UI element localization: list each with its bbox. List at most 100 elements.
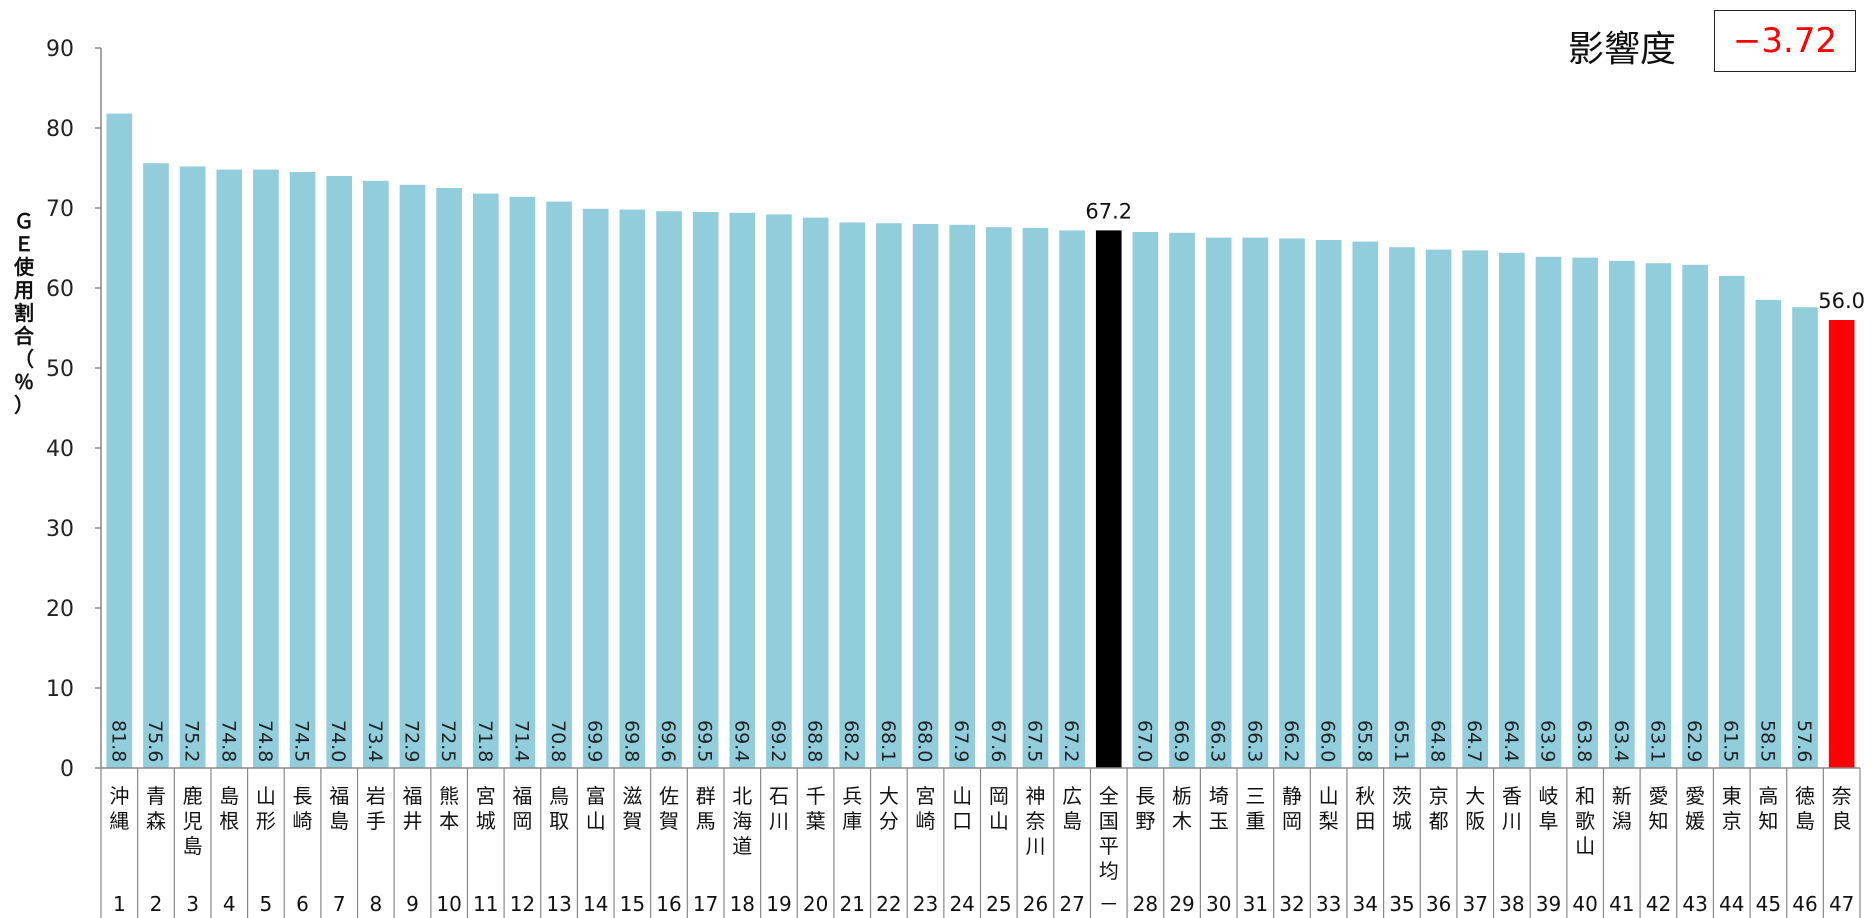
x-rank-label: 7: [333, 892, 346, 916]
bar-value-label: 69.4: [730, 720, 752, 762]
x-category-label: 富山: [586, 784, 606, 833]
bar: [1645, 263, 1672, 768]
bar-value-label: 68.8: [804, 720, 826, 762]
x-category-label: 奈良: [1832, 784, 1852, 833]
x-rank-label: 24: [949, 892, 974, 916]
bar: [619, 209, 646, 769]
x-rank-label: 31: [1243, 892, 1268, 916]
x-category-label: 静岡: [1282, 784, 1302, 833]
x-rank-label: 34: [1353, 892, 1378, 916]
bar-value-label: 64.7: [1463, 720, 1485, 762]
bar-value-label: 74.5: [291, 720, 313, 762]
x-axis: 沖縄 1 青森 2 鹿児島 3 島根 4 山形 5 長崎 6 福島 7 岩手 8 福井 9 熊本 10 宮城 11 福岡 12…: [100, 767, 1861, 918]
x-rank-label: 3: [186, 892, 199, 916]
bar: [1352, 241, 1379, 769]
y-tick-label: 70: [46, 197, 74, 222]
x-rank-label: 1: [113, 892, 126, 916]
x-category-label: 栃木: [1172, 784, 1192, 833]
bar-value-label: 69.2: [767, 720, 789, 762]
x-category-label: 北海道: [732, 784, 752, 858]
y-axis: 0 10 20 30 40 50 60 70 80 90: [46, 37, 102, 782]
x-rank-label: 39: [1536, 892, 1561, 916]
bar: [1022, 228, 1049, 768]
x-category-label: 福井: [402, 784, 422, 833]
x-category-label: 東京: [1722, 784, 1742, 833]
highlight-value-label: 56.0: [1818, 289, 1865, 313]
bar-value-label: 73.4: [364, 720, 386, 762]
x-category-label: 岩手: [366, 784, 386, 833]
y-tick-label: 60: [46, 277, 74, 302]
bar: [399, 184, 426, 769]
x-rank-label: 13: [546, 892, 571, 916]
y-tick-label: 40: [46, 437, 74, 462]
bar-value-label: 71.4: [510, 720, 532, 762]
x-category-label: 石川: [769, 784, 789, 833]
x-category-label: 鹿児島: [183, 784, 203, 858]
bar-value-label: 58.5: [1756, 720, 1778, 762]
bar-value-label: 66.0: [1317, 720, 1339, 762]
bar-value-label: 67.5: [1023, 720, 1045, 762]
bars: 81.8 75.6 75.2 74.8 74.8 74.5 74.0 73.4 72.9 72.5…: [106, 113, 1865, 769]
bar: [1059, 230, 1085, 768]
bar: [1572, 257, 1598, 768]
x-category-label: 全国平均: [1099, 784, 1119, 883]
bar: [363, 180, 389, 769]
x-rank-label: 23: [913, 892, 938, 916]
x-category-label: 茨城: [1392, 784, 1412, 833]
x-rank-label: 14: [583, 892, 608, 916]
x-rank-label: 26: [1023, 892, 1048, 916]
bar: [876, 223, 902, 768]
x-rank-label: 40: [1572, 892, 1597, 916]
x-category-label: 和歌山: [1575, 784, 1595, 858]
bar-value-label: 81.8: [107, 720, 129, 762]
bar-value-label: 63.1: [1646, 720, 1668, 762]
bar: [1205, 237, 1232, 769]
x-category-label: 高知: [1758, 784, 1778, 833]
bar: [1535, 256, 1562, 768]
x-category-label: 滋賀: [622, 784, 642, 833]
x-category-label: 大分: [879, 784, 899, 833]
x-rank-label: 20: [803, 892, 828, 916]
x-category-label: 山口: [952, 784, 972, 833]
x-category-label: 愛知: [1648, 784, 1668, 833]
x-category-label: 佐賀: [659, 784, 679, 833]
x-rank-label: 19: [766, 892, 791, 916]
bar: [1132, 232, 1159, 768]
x-rank-label: 8: [369, 892, 382, 916]
bar-value-label: 72.5: [437, 720, 459, 762]
x-category-label: 岡山: [989, 784, 1009, 833]
bar-value-label: 69.9: [584, 720, 606, 762]
x-category-label: 神奈川: [1025, 784, 1045, 858]
bar-value-label: 61.5: [1720, 720, 1742, 762]
x-category-label: 島根: [219, 784, 239, 833]
bar: [179, 166, 206, 768]
x-rank-label: 21: [840, 892, 865, 916]
x-category-label: 宮城: [476, 784, 496, 833]
x-category-label: 兵庫: [842, 784, 862, 833]
x-category-label: 長崎: [293, 784, 313, 833]
x-category-label: 埼玉: [1209, 784, 1229, 833]
bar: [289, 172, 316, 768]
x-rank-label: 9: [406, 892, 419, 916]
bar: [582, 208, 609, 769]
bar-value-label: 65.1: [1390, 720, 1412, 762]
bar-value-label: 68.2: [840, 720, 862, 762]
bar: [216, 169, 243, 769]
bar: [1095, 230, 1122, 768]
bar-value-label: 74.8: [254, 720, 276, 762]
x-category-label: 山形: [256, 784, 276, 833]
bar-value-label: 68.1: [877, 720, 899, 762]
x-rank-label: 10: [436, 892, 461, 916]
x-rank-label: 38: [1499, 892, 1524, 916]
y-tick-label: 30: [46, 517, 74, 542]
x-category-label: 福島: [329, 784, 349, 833]
bar: [692, 212, 719, 768]
bar: [1242, 237, 1269, 769]
bar-value-label: 68.0: [914, 720, 936, 762]
bar: [1682, 264, 1708, 768]
bar: [1279, 238, 1305, 768]
x-category-label: 熊本: [439, 784, 459, 833]
bar: [253, 169, 279, 769]
y-tick-label: 50: [46, 357, 74, 382]
